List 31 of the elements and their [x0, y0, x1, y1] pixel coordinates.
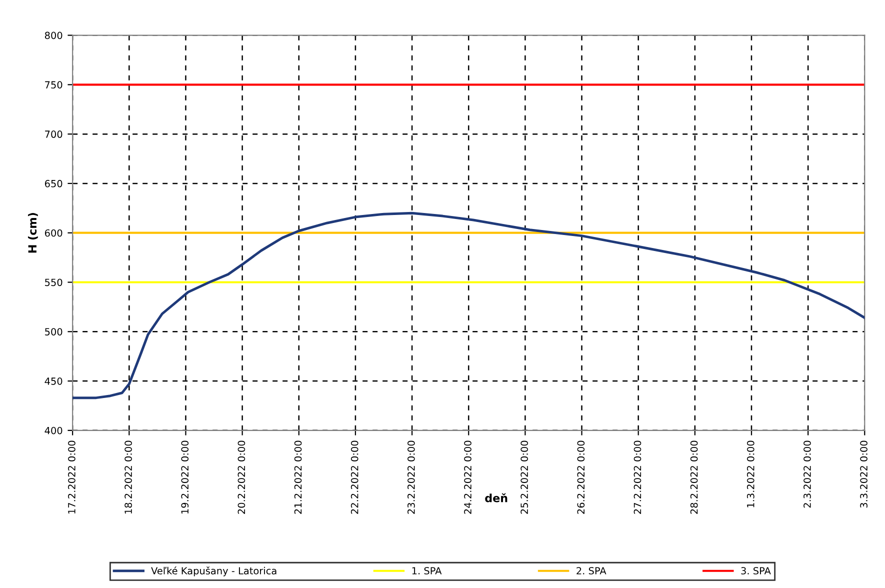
line-series [72, 212, 865, 400]
x-tick-label: 20.2.2022 0:00 [238, 440, 246, 514]
y-tick-label: 750 [45, 81, 62, 89]
legend-label: 3. SPA [741, 567, 771, 574]
x-tick-label: 22.2.2022 0:00 [350, 440, 358, 514]
legend-label: Veľké Kapušany - Latorica [151, 566, 276, 576]
y-tick-label: 400 [44, 426, 62, 434]
y-tick-label: 550 [45, 278, 62, 286]
x-tick-label: 2.3.2022 0:00 [804, 440, 811, 508]
legend-label: 1. SPA [412, 567, 442, 574]
y-tick-label: 700 [45, 130, 62, 138]
y-tick-label: 450 [44, 378, 62, 385]
x-tick-label: 1.3.2022 0:00 [746, 440, 754, 508]
x-tick-label: 24.2.2022 0:00 [464, 440, 472, 514]
x-tick-label: 23.2.2022 0:00 [408, 440, 415, 514]
x-tick-label: 27.2.2022 0:00 [634, 440, 642, 514]
y-tick-label: 650 [44, 180, 62, 188]
x-tick-label: 17.2.2022 0:00 [68, 440, 76, 514]
y-axis-title: H (cm) [28, 213, 38, 253]
x-axis-title: deň [485, 493, 508, 502]
legend-label: 2. SPA [576, 567, 606, 574]
x-tick-label: 21.2.2022 0:00 [294, 440, 302, 514]
x-tick-label: 28.2.2022 0:00 [690, 440, 698, 514]
x-tick-label: 26.2.2022 0:00 [577, 440, 585, 514]
x-tick-label: 19.2.2022 0:00 [181, 440, 189, 514]
y-tick-label: 800 [44, 32, 62, 40]
x-tick-label: 3.3.2022 0:00 [860, 440, 868, 508]
x-tick-label: 18.2.2022 0:00 [124, 440, 132, 514]
y-tick-label: 600 [44, 229, 62, 237]
x-tick-label: 25.2.2022 0:00 [520, 440, 528, 514]
y-tick-label: 500 [45, 328, 62, 336]
